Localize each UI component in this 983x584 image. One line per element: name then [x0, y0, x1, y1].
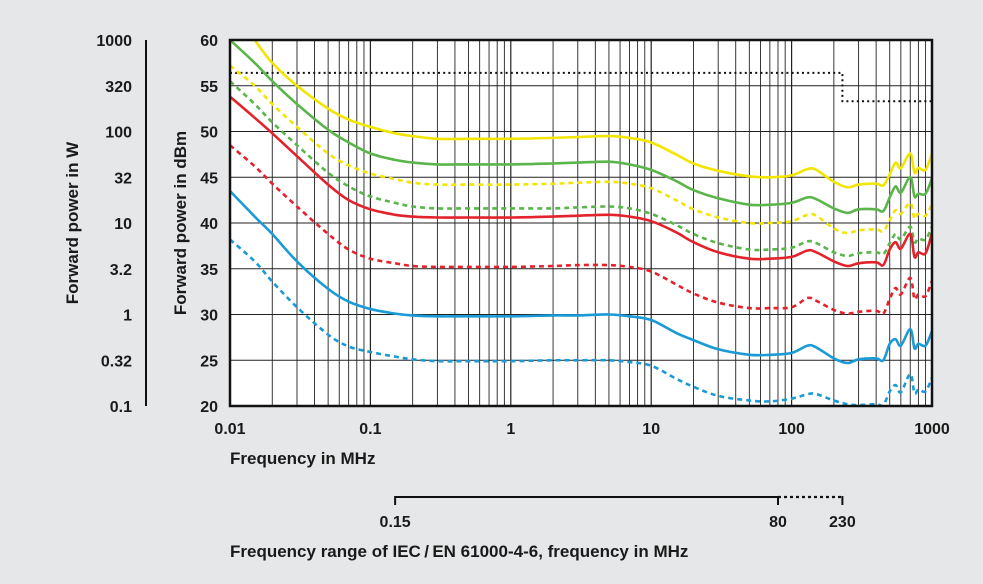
series-line-yellow-solid	[253, 40, 932, 189]
y2-tick-label: 0.32	[101, 353, 132, 370]
series-line-blue-solid	[230, 190, 932, 365]
y-tick-label: 60	[200, 33, 218, 50]
y2-tick-label: 100	[105, 125, 132, 142]
x-tick-label: 0.01	[214, 421, 245, 438]
y2-tick-label: 32	[114, 170, 132, 187]
series-layer	[230, 40, 932, 406]
y-tick-label: 35	[200, 262, 218, 279]
y-tick-label: 55	[200, 79, 218, 96]
series-line-yellow-dashed	[230, 64, 932, 235]
x-axis-title: Frequency in MHz	[230, 449, 375, 468]
tick-labels: 0.01 0.1 1 10 100 1000 20 25 30 35 40 45 50 55 60 0.1 0.…	[96, 33, 949, 438]
y2-tick-label: 320	[105, 79, 132, 96]
y-tick-label: 50	[200, 125, 218, 142]
x-tick-label: 1	[506, 421, 515, 438]
y-tick-label: 25	[200, 353, 218, 370]
plot-frame	[228, 38, 934, 408]
y2-tick-label: 1	[123, 308, 132, 325]
range-tick-label: 230	[829, 514, 856, 531]
range-bar-title: Frequency range of IEC / EN 61000-4-6, f…	[230, 542, 688, 561]
y-tick-label: 30	[200, 308, 218, 325]
y2-tick-label: 3.2	[110, 262, 132, 279]
y-axis-title-dbm: Forward power in dBm	[171, 131, 190, 315]
y2-tick-label: 10	[114, 216, 132, 233]
y-tick-label: 20	[200, 399, 218, 416]
iec-frequency-range-bar: 0.15 80 230	[380, 495, 856, 531]
y-axis-title-watts: Forward power in W	[63, 141, 82, 304]
series-line-red-solid	[230, 95, 932, 268]
series-line-green-dashed	[230, 80, 932, 258]
y2-tick-label: 0.1	[110, 399, 132, 416]
y2-tick-label: 1000	[96, 33, 132, 50]
x-tick-label: 10	[642, 421, 660, 438]
range-tick-label: 80	[769, 514, 787, 531]
series-line-green-solid	[230, 40, 932, 215]
x-tick-label: 0.1	[359, 421, 381, 438]
range-tick-label: 0.15	[380, 514, 411, 531]
y-tick-label: 45	[200, 170, 218, 187]
series-line-red-dashed	[230, 144, 932, 316]
series-line-blue-dashed	[230, 238, 932, 406]
x-tick-label: 1000	[914, 421, 950, 438]
x-tick-label: 100	[778, 421, 805, 438]
y-tick-label: 40	[200, 216, 218, 233]
